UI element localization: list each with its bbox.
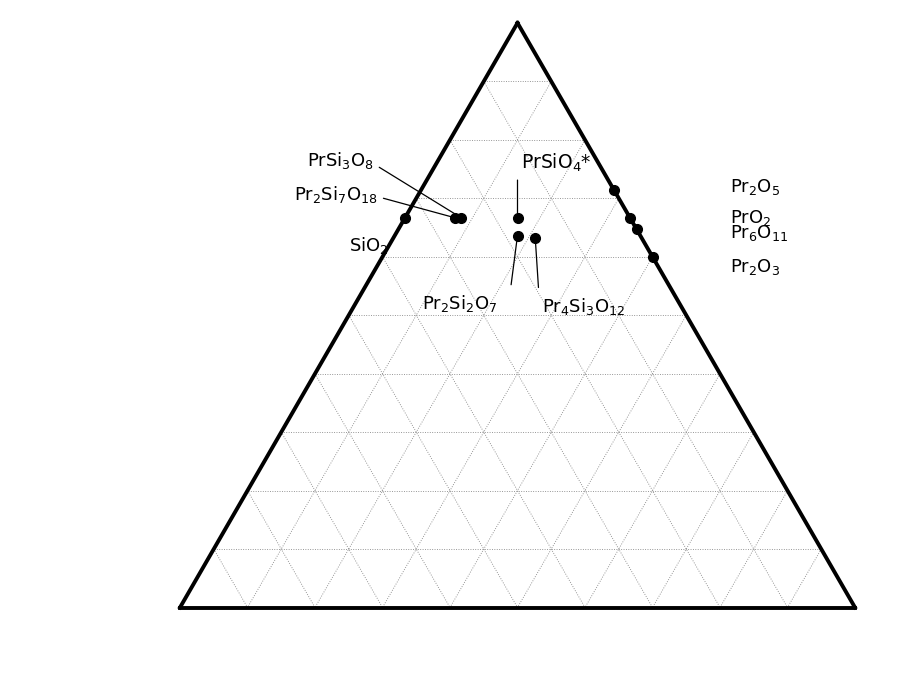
Text: Pr$_4$Si$_3$O$_{12}$: Pr$_4$Si$_3$O$_{12}$ — [542, 296, 625, 317]
Text: PrO$_2$: PrO$_2$ — [730, 208, 771, 227]
Text: Pr$_2$Si$_2$O$_7$: Pr$_2$Si$_2$O$_7$ — [422, 293, 497, 314]
Text: PrSi$_3$O$_8$: PrSi$_3$O$_8$ — [307, 150, 374, 171]
Text: Pr$_2$Si$_7$O$_{18}$: Pr$_2$Si$_7$O$_{18}$ — [293, 184, 377, 205]
Text: Pr$_6$O$_{11}$: Pr$_6$O$_{11}$ — [730, 223, 788, 242]
Text: SiO$_2$: SiO$_2$ — [348, 235, 388, 256]
Text: Pr$_2$O$_5$: Pr$_2$O$_5$ — [730, 177, 780, 196]
Text: Pr$_2$O$_3$: Pr$_2$O$_3$ — [730, 257, 780, 277]
Text: PrSiO$_4$*: PrSiO$_4$* — [521, 152, 591, 174]
